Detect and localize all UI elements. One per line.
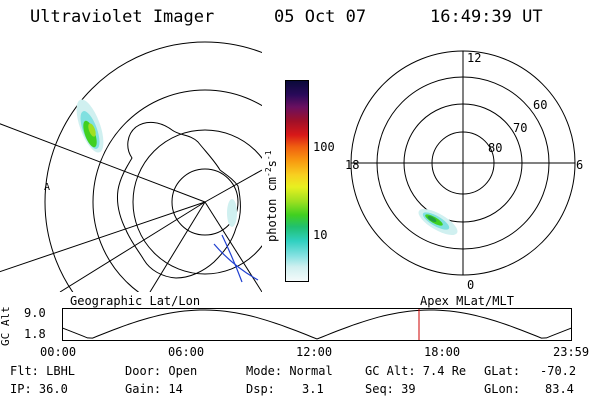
mlt-label-12: 12	[467, 51, 481, 65]
orbit-trace-2	[213, 243, 259, 281]
mlat-label-70: 70	[513, 121, 527, 135]
glon-value: 83.4	[545, 382, 574, 396]
aurora-emission-left	[76, 99, 237, 227]
altitude-curve	[62, 309, 572, 340]
lat-ring-outer	[92, 89, 262, 292]
altitude-plot-frame	[62, 308, 572, 341]
meridian-5	[204, 169, 262, 203]
colorbar	[285, 80, 309, 282]
xtick-2359: 23:59	[553, 345, 590, 359]
colorbar-tick-100: 100	[313, 140, 335, 154]
antarctica-coastline	[117, 122, 241, 279]
dsp-value: 3.1	[302, 382, 324, 396]
filter-status: Flt: LBHL	[10, 364, 76, 378]
meridian-2	[0, 201, 206, 273]
ip-status: IP: 36.0	[10, 382, 68, 396]
lat-ring-mid	[132, 129, 262, 275]
mlt-label-0: 0	[467, 278, 474, 292]
glat-label: GLat:	[484, 364, 521, 378]
mlat-label-60: 60	[533, 98, 547, 112]
left-panel-title: Geographic Lat/Lon	[70, 294, 201, 308]
aurora-emission-right	[418, 209, 458, 235]
lat-ring-outermost	[44, 41, 262, 292]
meridian-3	[59, 201, 206, 292]
observation-date: 05 Oct 07	[274, 7, 367, 27]
xtick-0000: 00:00	[40, 345, 77, 359]
gain-status: Gain: 14	[125, 382, 183, 396]
xtick-1200: 12:00	[296, 345, 333, 359]
xtick-1800: 18:00	[424, 345, 461, 359]
xtick-0600: 06:00	[168, 345, 205, 359]
apex-polar-plot: 12 18 6 0 60 70 80	[345, 50, 583, 292]
glat-value: -70.2	[540, 364, 577, 378]
right-panel-title: Apex MLat/MLT	[420, 294, 514, 308]
colorbar-unit-label: photon cm-2s-1	[264, 150, 279, 242]
dsp-label: Dsp:	[246, 382, 275, 396]
geographic-map: A	[0, 41, 262, 292]
gcalt-status: GC Alt: 7.4 Re	[365, 364, 467, 378]
colorbar-gradient	[286, 81, 308, 281]
meridian-1	[0, 123, 206, 203]
altitude-plot	[62, 308, 572, 341]
instrument-title: Ultraviolet Imager	[30, 7, 215, 27]
map-marker-label: A	[44, 182, 50, 193]
glon-label: GLon:	[484, 382, 521, 396]
mlt-label-18: 18	[345, 158, 359, 172]
altitude-ytick-bottom: 1.8	[24, 327, 46, 341]
colorbar-tick-10: 10	[313, 228, 328, 242]
door-status: Door: Open	[125, 364, 198, 378]
mlat-label-80: 80	[488, 141, 502, 155]
mlt-label-6: 6	[576, 158, 583, 172]
seq-status: Seq: 39	[365, 382, 416, 396]
orbit-trace-1	[221, 234, 243, 283]
mode-status: Mode: Normal	[246, 364, 333, 378]
lat-ring-inner	[171, 168, 239, 236]
altitude-ylabel: GC Alt	[0, 306, 12, 346]
altitude-ytick-top: 9.0	[24, 306, 46, 320]
observation-time: 16:49:39 UT	[430, 7, 543, 27]
meridian-4	[149, 201, 206, 292]
